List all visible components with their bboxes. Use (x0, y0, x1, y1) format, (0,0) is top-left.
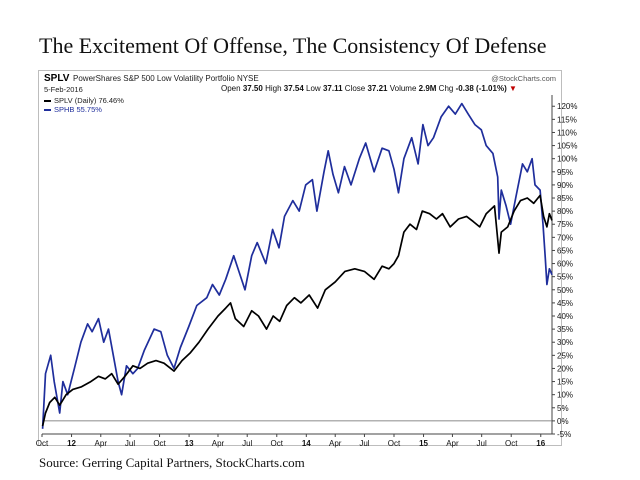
source-note: Source: Gerring Capital Partners, StockC… (39, 455, 305, 470)
legend-label-sphb: SPHB 55.75% (54, 105, 102, 114)
x-tick-label: Apr (329, 439, 342, 448)
y-tick-label: 20% (557, 364, 573, 373)
quote-line: Open 37.50 High 37.54 Low 37.11 Close 37… (221, 84, 517, 93)
high-value: 37.54 (283, 84, 304, 93)
x-tick-label: 12 (67, 439, 76, 448)
y-tick-label: 105% (557, 142, 577, 151)
open-label: Open (221, 84, 241, 93)
x-tick-label: Jul (477, 439, 487, 448)
x-tick-label: Apr (212, 439, 225, 448)
y-tick-label: 110% (557, 128, 577, 137)
legend-label-splv: SPLV (Daily) 76.46% (54, 96, 124, 105)
x-tick-label: Jul (242, 439, 252, 448)
y-tick-label: 115% (557, 115, 577, 124)
y-tick-label: 40% (557, 312, 573, 321)
y-tick-label: 0% (557, 417, 569, 426)
x-tick-label: Apr (95, 439, 108, 448)
legend-swatch-sphb (44, 108, 51, 111)
y-tick-label: 35% (557, 325, 573, 334)
series-line-sphb (41, 102, 553, 429)
y-tick-label: 55% (557, 273, 573, 282)
x-tick-label: Oct (36, 439, 49, 448)
x-tick-label: 14 (302, 439, 311, 448)
x-tick-label: Apr (446, 439, 459, 448)
x-tick-label: 16 (536, 439, 545, 448)
y-tick-label: 100% (557, 155, 577, 164)
chg-label: Chg (438, 84, 454, 93)
volume-label: Volume (389, 84, 417, 93)
y-tick-label: 50% (557, 286, 573, 295)
y-tick-label: 70% (557, 233, 573, 242)
y-tick-label: 15% (557, 378, 573, 387)
y-tick-label: 30% (557, 338, 573, 347)
x-tick-label: 15 (419, 439, 428, 448)
y-tick-label: 95% (557, 168, 573, 177)
y-tick-label: -5% (557, 430, 571, 439)
y-tick-label: 10% (557, 391, 573, 400)
x-tick-label: Jul (125, 439, 135, 448)
y-tick-label: 85% (557, 194, 573, 203)
x-tick-label: Oct (505, 439, 518, 448)
chart-frame: SPLV PowerShares S&P 500 Low Volatility … (38, 70, 562, 446)
y-tick-label: 75% (557, 220, 573, 229)
y-tick-label: 90% (557, 181, 573, 190)
chart-date: 5-Feb-2016 (44, 85, 83, 94)
x-tick-label: Jul (359, 439, 369, 448)
y-tick-label: 5% (557, 404, 569, 413)
y-tick-label: 60% (557, 260, 573, 269)
low-label: Low (306, 84, 321, 93)
chg-value: -0.38 (-1.01%) (455, 84, 507, 93)
chart-symbol: SPLV (44, 73, 70, 84)
chart-security-name: PowerShares S&P 500 Low Volatility Portf… (73, 74, 259, 83)
series-line-splv (41, 194, 553, 427)
legend-item-sphb: SPHB 55.75% (44, 105, 124, 114)
down-triangle-icon: ▼ (508, 84, 517, 93)
y-tick-label: 25% (557, 351, 573, 360)
x-tick-label: Oct (388, 439, 401, 448)
x-tick-label: Oct (271, 439, 284, 448)
chart-legend: SPLV (Daily) 76.46% SPHB 55.75% (44, 96, 124, 114)
high-label: High (265, 84, 282, 93)
y-tick-label: 65% (557, 246, 573, 255)
close-label: Close (344, 84, 366, 93)
x-tick-label: 13 (185, 439, 194, 448)
y-tick-label: 80% (557, 207, 573, 216)
stockcharts-watermark: @StockCharts.com (491, 74, 556, 83)
legend-swatch-splv (44, 99, 51, 102)
low-value: 37.11 (322, 84, 343, 93)
close-value: 37.21 (367, 84, 388, 93)
y-tick-label: 120% (557, 102, 577, 111)
x-tick-label: Oct (153, 439, 166, 448)
open-value: 37.50 (242, 84, 263, 93)
legend-item-splv: SPLV (Daily) 76.46% (44, 96, 124, 105)
y-tick-label: 45% (557, 299, 573, 308)
page-title: The Excitement Of Offense, The Consisten… (39, 33, 547, 58)
volume-value: 2.9M (418, 84, 437, 93)
